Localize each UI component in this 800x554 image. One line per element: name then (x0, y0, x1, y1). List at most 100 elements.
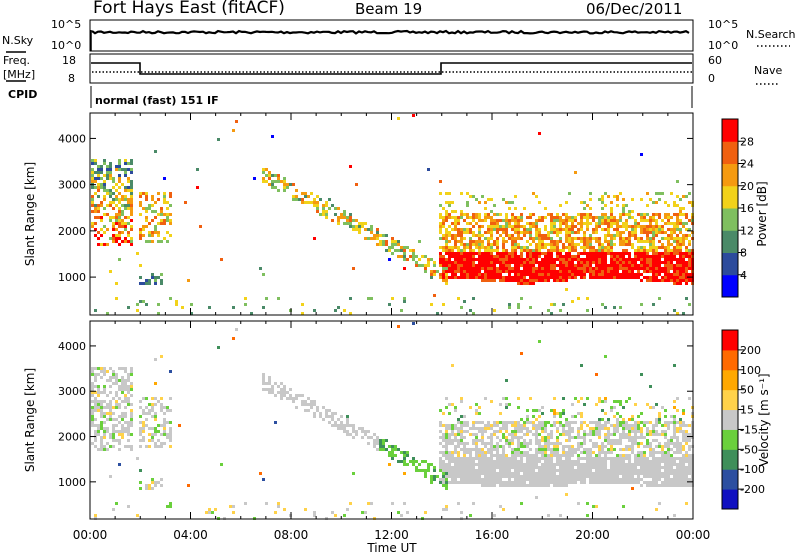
heatmap-cell (430, 478, 433, 481)
heatmap-cell (493, 481, 496, 484)
heatmap-cell (115, 376, 118, 379)
heatmap-cell (604, 192, 607, 195)
heatmap-cell (463, 300, 466, 303)
heatmap-cell (619, 481, 622, 484)
heatmap-cell (586, 240, 589, 243)
heatmap-cell (520, 478, 523, 481)
heatmap-cell (541, 246, 544, 249)
heatmap-cell (439, 261, 442, 264)
heatmap-cell (373, 237, 376, 240)
heatmap-cell (118, 165, 121, 168)
heatmap-cell (349, 312, 352, 315)
heatmap-cell (595, 463, 598, 466)
heatmap-cell (631, 264, 634, 267)
heatmap-cell (346, 222, 349, 225)
heatmap-cell (454, 219, 457, 222)
heatmap-cell (589, 472, 592, 475)
heatmap-cell (457, 502, 460, 505)
heatmap-cell (592, 216, 595, 219)
heatmap-cell (661, 454, 664, 457)
heatmap-cell (373, 442, 376, 445)
heatmap-cell (556, 457, 559, 460)
heatmap-cell (139, 433, 142, 436)
heatmap-cell (151, 481, 154, 484)
heatmap-cell (649, 243, 652, 246)
heatmap-cell (451, 201, 454, 204)
heatmap-cell (655, 451, 658, 454)
heatmap-cell (685, 270, 688, 273)
heatmap-cell (451, 424, 454, 427)
heatmap-cell (637, 222, 640, 225)
heatmap-cell (655, 201, 658, 204)
heatmap-cell (601, 261, 604, 264)
heatmap-cell (439, 228, 442, 231)
heatmap-cell (685, 213, 688, 216)
heatmap-cell (478, 258, 481, 261)
heatmap-cell (628, 255, 631, 258)
heatmap-cell (526, 415, 529, 418)
heatmap-cell (625, 469, 628, 472)
heatmap-cell (601, 273, 604, 276)
heatmap-cell (499, 469, 502, 472)
heatmap-cell (544, 454, 547, 457)
heatmap-cell (652, 460, 655, 463)
heatmap-cell (91, 174, 94, 177)
heatmap-cell (112, 424, 115, 427)
heatmap-cell (556, 219, 559, 222)
heatmap-cell (652, 481, 655, 484)
heatmap-cell (580, 213, 583, 216)
heatmap-cell (400, 246, 403, 249)
heatmap-cell (268, 379, 271, 382)
heatmap-cell (511, 472, 514, 475)
heatmap-cell (673, 228, 676, 231)
heatmap-cell (655, 418, 658, 421)
heatmap-cell (559, 258, 562, 261)
heatmap-cell (328, 421, 331, 424)
heatmap-cell (91, 225, 94, 228)
heatmap-cell (310, 403, 313, 406)
heatmap-cell (496, 231, 499, 234)
heatmap-cell (610, 448, 613, 451)
heatmap-cell (601, 448, 604, 451)
heatmap-cell (595, 505, 598, 508)
heatmap-cell (646, 225, 649, 228)
nsky-tick-top: 10^5 (51, 18, 81, 31)
heatmap-cell (454, 276, 457, 279)
heatmap-cell (157, 240, 160, 243)
heatmap-cell (478, 246, 481, 249)
heatmap-cell (415, 261, 418, 264)
heatmap-cell (679, 243, 682, 246)
heatmap-cell (232, 505, 235, 508)
heatmap-cell (559, 466, 562, 469)
heatmap-cell (427, 258, 430, 261)
heatmap-cell (577, 442, 580, 445)
heatmap-cell (583, 207, 586, 210)
heatmap-cell (418, 463, 421, 466)
heatmap-cell (559, 261, 562, 264)
heatmap-cell (559, 264, 562, 267)
heatmap-cell (646, 240, 649, 243)
heatmap-cell (283, 183, 286, 186)
heatmap-cell (580, 472, 583, 475)
heatmap-cell (451, 249, 454, 252)
heatmap-cell (526, 442, 529, 445)
heatmap-cell (538, 421, 541, 424)
heatmap-cell (634, 460, 637, 463)
heatmap-cell (505, 279, 508, 282)
heatmap-cell (517, 481, 520, 484)
heatmap-cell (493, 463, 496, 466)
heatmap-cell (607, 216, 610, 219)
heatmap-cell (244, 297, 247, 300)
heatmap-cell (517, 424, 520, 427)
heatmap-cell (526, 421, 529, 424)
heatmap-cell (550, 454, 553, 457)
heatmap-cell (460, 243, 463, 246)
heatmap-cell (517, 421, 520, 424)
heatmap-cell (484, 258, 487, 261)
heatmap-cell (526, 255, 529, 258)
heatmap-cell (616, 442, 619, 445)
heatmap-cell (625, 243, 628, 246)
heatmap-cell (541, 457, 544, 460)
heatmap-cell (367, 436, 370, 439)
heatmap-cell (448, 466, 451, 469)
